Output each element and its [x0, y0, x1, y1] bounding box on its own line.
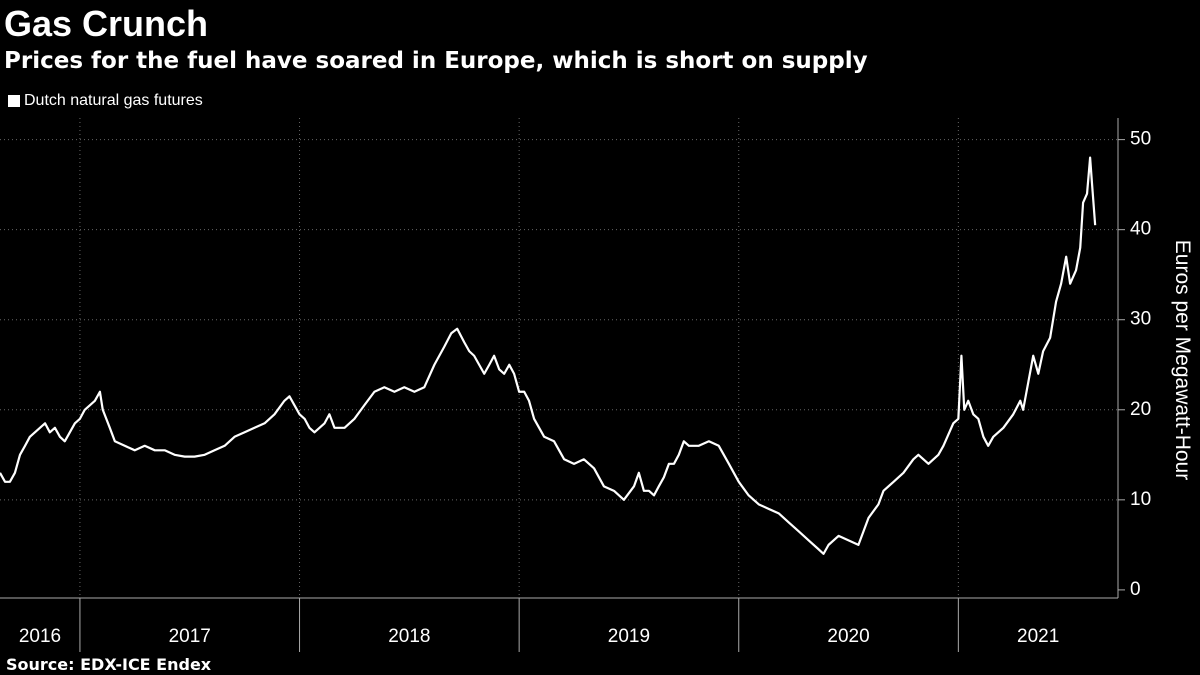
source: Source: EDX-ICE Endex	[6, 655, 212, 674]
y-tick-label: 40	[1130, 219, 1151, 240]
legend-swatch	[8, 95, 20, 107]
x-tick-label: 2021	[1017, 626, 1059, 647]
data-line	[0, 156, 1097, 555]
y-tick-label: 30	[1130, 309, 1151, 330]
x-tick-label: 2017	[169, 626, 211, 647]
y-tick-label: 0	[1130, 579, 1141, 600]
x-tick-label: 2019	[608, 626, 650, 647]
x-tick-label: 2018	[388, 626, 430, 647]
y-tick-label: 50	[1130, 129, 1151, 150]
x-tick-label: 2020	[827, 626, 869, 647]
chart-subtitle: Prices for the fuel have soared in Europ…	[4, 48, 868, 74]
y-axis-label: Euros per Megawatt-Hour	[1171, 240, 1194, 480]
chart-title: Gas Crunch	[4, 3, 208, 44]
x-tick-label: 2016	[19, 626, 61, 647]
y-tick-label: 10	[1130, 489, 1151, 510]
legend-label: Dutch natural gas futures	[24, 92, 203, 109]
y-tick-label: 20	[1130, 399, 1151, 420]
